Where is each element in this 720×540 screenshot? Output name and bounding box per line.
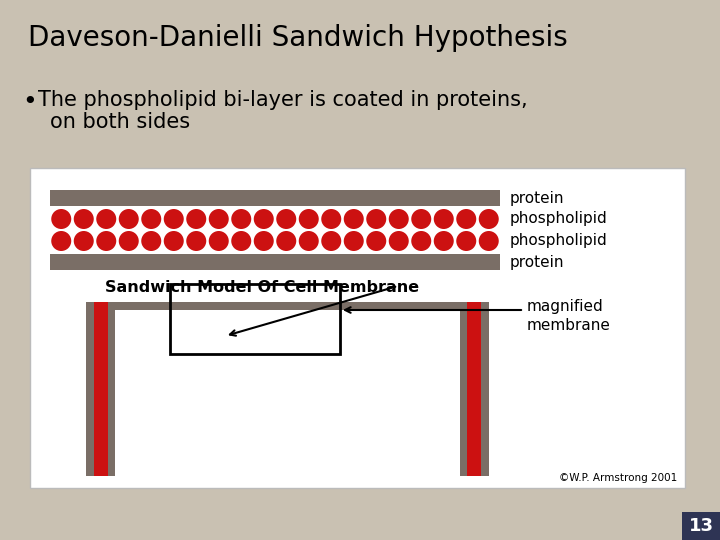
Circle shape xyxy=(276,209,296,229)
Bar xyxy=(108,309,115,476)
Bar xyxy=(467,309,474,476)
Circle shape xyxy=(389,231,409,251)
Circle shape xyxy=(209,231,229,251)
Circle shape xyxy=(253,231,274,251)
Text: protein: protein xyxy=(510,191,564,206)
Circle shape xyxy=(366,209,386,229)
Bar xyxy=(50,190,500,206)
Circle shape xyxy=(456,209,476,229)
Bar xyxy=(94,302,481,309)
Text: phospholipid: phospholipid xyxy=(510,212,608,226)
Circle shape xyxy=(479,231,499,251)
Bar xyxy=(682,512,720,540)
Circle shape xyxy=(389,209,409,229)
Text: 13: 13 xyxy=(688,517,714,535)
Circle shape xyxy=(343,231,364,251)
Circle shape xyxy=(96,231,116,251)
Circle shape xyxy=(186,231,206,251)
Text: Sandwich Model Of Cell Membrane: Sandwich Model Of Cell Membrane xyxy=(105,280,419,295)
Circle shape xyxy=(51,231,71,251)
Text: •: • xyxy=(22,90,37,114)
Text: magnified
membrane: magnified membrane xyxy=(527,299,611,333)
Text: protein: protein xyxy=(510,254,564,269)
Circle shape xyxy=(119,231,139,251)
Circle shape xyxy=(433,231,454,251)
Text: ©W.P. Armstrong 2001: ©W.P. Armstrong 2001 xyxy=(559,473,677,483)
Circle shape xyxy=(73,231,94,251)
Text: The phospholipid bi-layer is coated in proteins,: The phospholipid bi-layer is coated in p… xyxy=(38,90,528,110)
Bar xyxy=(101,302,474,309)
Circle shape xyxy=(186,209,206,229)
Circle shape xyxy=(141,231,161,251)
Circle shape xyxy=(163,231,184,251)
Bar xyxy=(94,309,101,476)
Circle shape xyxy=(253,209,274,229)
Circle shape xyxy=(343,209,364,229)
Circle shape xyxy=(299,231,319,251)
Bar xyxy=(101,309,108,476)
Circle shape xyxy=(456,231,476,251)
Circle shape xyxy=(321,231,341,251)
Circle shape xyxy=(276,231,296,251)
Circle shape xyxy=(163,209,184,229)
Circle shape xyxy=(141,209,161,229)
Circle shape xyxy=(119,209,139,229)
Bar xyxy=(481,310,489,476)
Bar xyxy=(474,309,481,476)
Bar xyxy=(86,302,489,310)
Text: on both sides: on both sides xyxy=(50,112,190,132)
Circle shape xyxy=(209,209,229,229)
Circle shape xyxy=(366,231,386,251)
Circle shape xyxy=(231,209,251,229)
Bar xyxy=(86,310,94,476)
Circle shape xyxy=(96,209,116,229)
Bar xyxy=(108,302,467,309)
Bar xyxy=(30,168,685,488)
Circle shape xyxy=(51,209,71,229)
Bar xyxy=(460,309,467,476)
Circle shape xyxy=(299,209,319,229)
Bar xyxy=(50,254,500,270)
Circle shape xyxy=(411,231,431,251)
Circle shape xyxy=(479,209,499,229)
Circle shape xyxy=(411,209,431,229)
Bar xyxy=(170,284,340,354)
Text: Daveson-Danielli Sandwich Hypothesis: Daveson-Danielli Sandwich Hypothesis xyxy=(28,24,568,52)
Circle shape xyxy=(73,209,94,229)
Circle shape xyxy=(231,231,251,251)
Circle shape xyxy=(433,209,454,229)
Text: phospholipid: phospholipid xyxy=(510,233,608,248)
Circle shape xyxy=(321,209,341,229)
